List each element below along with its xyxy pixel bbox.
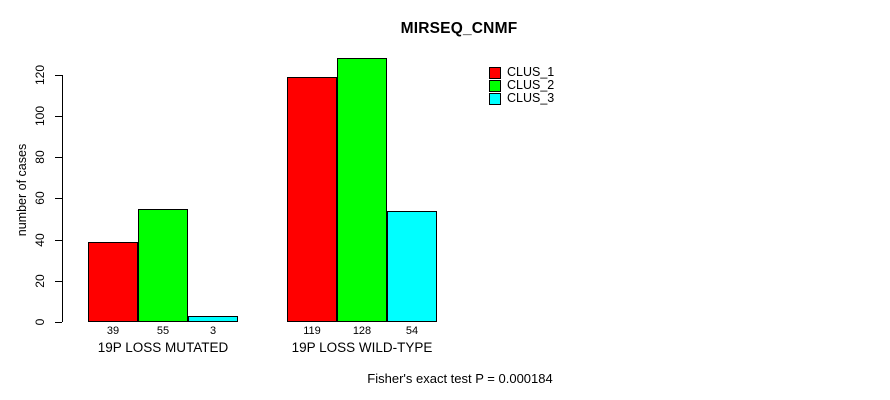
legend-item: CLUS_3 [489,92,554,105]
chart-title: MIRSEQ_CNMF [400,20,518,37]
bar-clus_1-group1 [88,241,138,322]
y-axis-tick [55,115,62,117]
y-axis-tick [55,322,62,323]
y-axis-line [62,74,63,322]
y-axis-tick [55,239,62,241]
bar-clus_2-group2 [337,58,387,322]
legend-label: CLUS_3 [507,91,555,105]
bar-value-label: 128 [352,325,372,337]
bar-value-label: 3 [209,325,217,337]
bar-clus_1-group2 [287,76,337,322]
bar-value-label: 39 [106,325,120,337]
y-axis-label: number of cases [15,143,29,237]
category-label: 19P LOSS WILD-TYPE [291,340,433,355]
legend: CLUS_1 CLUS_2 CLUS_3 [489,66,554,105]
y-axis-tick-label: 100 [33,105,47,126]
legend-swatch-clus-2 [489,79,501,92]
y-axis-tick-label: 0 [33,318,47,326]
legend-swatch-clus-3 [489,92,501,105]
y-axis-tick-label: 80 [33,150,47,164]
legend-label: CLUS_2 [507,78,555,92]
legend-item: CLUS_2 [489,79,554,92]
y-axis-tick [55,74,62,76]
legend-item: CLUS_1 [489,66,554,79]
y-axis-tick-label: 40 [33,232,47,247]
y-axis-tick-label: 120 [33,64,47,85]
legend-swatch-clus-1 [489,66,501,79]
bar-value-label: 54 [405,325,419,337]
y-axis-tick [55,157,62,158]
legend-label: CLUS_1 [507,65,555,79]
y-axis-tick-label: 20 [33,274,47,288]
y-axis-tick-label: 60 [33,191,47,205]
annotation-text: Fisher's exact test P = 0.000184 [367,371,553,386]
y-axis-tick [55,198,62,200]
bar-clus_3-group1 [188,315,238,322]
category-label: 19P LOSS MUTATED [97,340,229,355]
bar-clus_2-group1 [138,208,188,322]
bar-clus_3-group2 [387,210,437,322]
bar-value-label: 55 [156,325,170,337]
bar-value-label: 119 [303,325,321,337]
y-axis-tick [55,280,62,282]
